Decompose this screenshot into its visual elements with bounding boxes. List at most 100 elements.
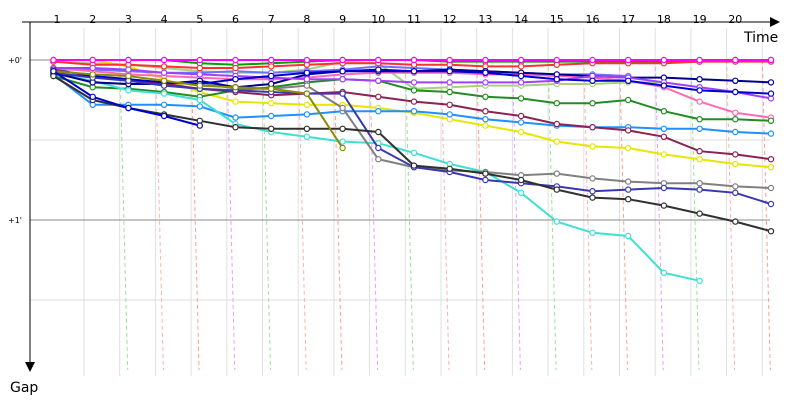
data-point	[232, 98, 239, 105]
data-point	[767, 200, 775, 208]
data-point	[160, 56, 168, 64]
data-point	[517, 79, 525, 86]
data-point	[732, 128, 739, 136]
data-point	[767, 79, 775, 86]
x-tick-label: 11	[407, 13, 421, 26]
x-tick-label: 4	[161, 13, 168, 26]
data-point	[410, 87, 418, 94]
data-point	[375, 93, 382, 101]
data-point	[660, 56, 668, 64]
y-axis-label: Gap	[10, 380, 38, 396]
x-tick-label: 1	[54, 13, 61, 26]
data-point	[732, 115, 739, 123]
data-point	[268, 85, 275, 93]
data-point	[732, 151, 739, 158]
x-tick-label: 10	[371, 13, 385, 26]
pit-stop-line	[761, 59, 771, 371]
data-point	[446, 101, 453, 109]
x-tick-label: 14	[514, 13, 528, 26]
data-point	[767, 155, 775, 163]
data-point	[339, 104, 346, 112]
data-point	[660, 202, 668, 209]
data-point	[196, 56, 203, 64]
data-point	[482, 122, 489, 129]
x-tick-label: 8	[303, 13, 310, 26]
data-point	[625, 144, 632, 152]
series-line	[50, 67, 346, 152]
data-point	[160, 63, 168, 70]
data-point	[375, 107, 382, 115]
data-point	[767, 130, 775, 137]
x-axis-label: Time	[743, 30, 778, 46]
data-point	[160, 112, 168, 120]
data-point	[660, 151, 668, 158]
data-point	[517, 56, 525, 64]
y-tick-label: +1'	[8, 216, 22, 225]
data-point	[339, 67, 346, 75]
data-point	[50, 67, 57, 75]
x-tick-label: 9	[339, 13, 346, 26]
data-point	[160, 90, 168, 97]
data-point	[589, 194, 596, 201]
data-point	[303, 125, 311, 133]
data-point	[339, 138, 346, 145]
data-point	[732, 88, 739, 96]
pit-stop-line	[154, 59, 164, 371]
data-point	[553, 120, 561, 128]
data-point	[375, 56, 382, 64]
pit-stop-line	[547, 59, 557, 371]
data-point	[196, 103, 203, 110]
data-point	[232, 123, 239, 131]
data-point	[232, 56, 239, 64]
data-point	[375, 155, 382, 163]
series-layer	[50, 56, 775, 284]
data-point	[446, 111, 453, 118]
data-point	[553, 138, 561, 145]
data-point	[125, 66, 132, 73]
data-point	[589, 229, 596, 236]
data-point	[303, 82, 311, 89]
pit-stop-line	[226, 59, 236, 371]
data-point	[696, 186, 703, 193]
pit-stop-line	[583, 59, 593, 371]
data-point	[589, 143, 596, 150]
data-point	[732, 160, 739, 168]
data-point	[625, 96, 632, 104]
data-point	[589, 187, 596, 195]
data-point	[517, 119, 525, 126]
data-point	[89, 71, 96, 78]
data-point	[339, 56, 346, 64]
x-tick-label: 7	[268, 13, 275, 26]
data-point	[303, 101, 311, 109]
data-point	[660, 82, 668, 89]
data-point	[696, 210, 703, 217]
data-point	[268, 99, 275, 107]
series-line	[50, 56, 775, 64]
data-point	[732, 189, 739, 196]
pit-stop-line	[726, 59, 736, 371]
data-point	[482, 170, 489, 177]
data-point	[625, 178, 632, 185]
data-point	[660, 125, 668, 133]
data-point	[196, 71, 203, 78]
data-point	[625, 56, 632, 64]
data-point	[732, 218, 739, 225]
data-point	[303, 133, 311, 140]
data-point	[446, 88, 453, 96]
data-point	[410, 79, 418, 86]
data-point	[160, 77, 168, 85]
data-point	[410, 67, 418, 75]
data-point	[303, 69, 311, 77]
data-point	[732, 109, 739, 117]
pit-stop-lines	[119, 59, 771, 371]
data-point	[232, 64, 239, 72]
pit-stop-line	[404, 59, 414, 371]
pit-stop-line	[262, 59, 271, 371]
data-point	[446, 67, 453, 75]
data-point	[196, 96, 203, 104]
data-point	[375, 66, 382, 73]
pit-stop-line	[297, 59, 307, 371]
data-point	[517, 176, 525, 184]
x-tick-label: 5	[196, 13, 203, 26]
